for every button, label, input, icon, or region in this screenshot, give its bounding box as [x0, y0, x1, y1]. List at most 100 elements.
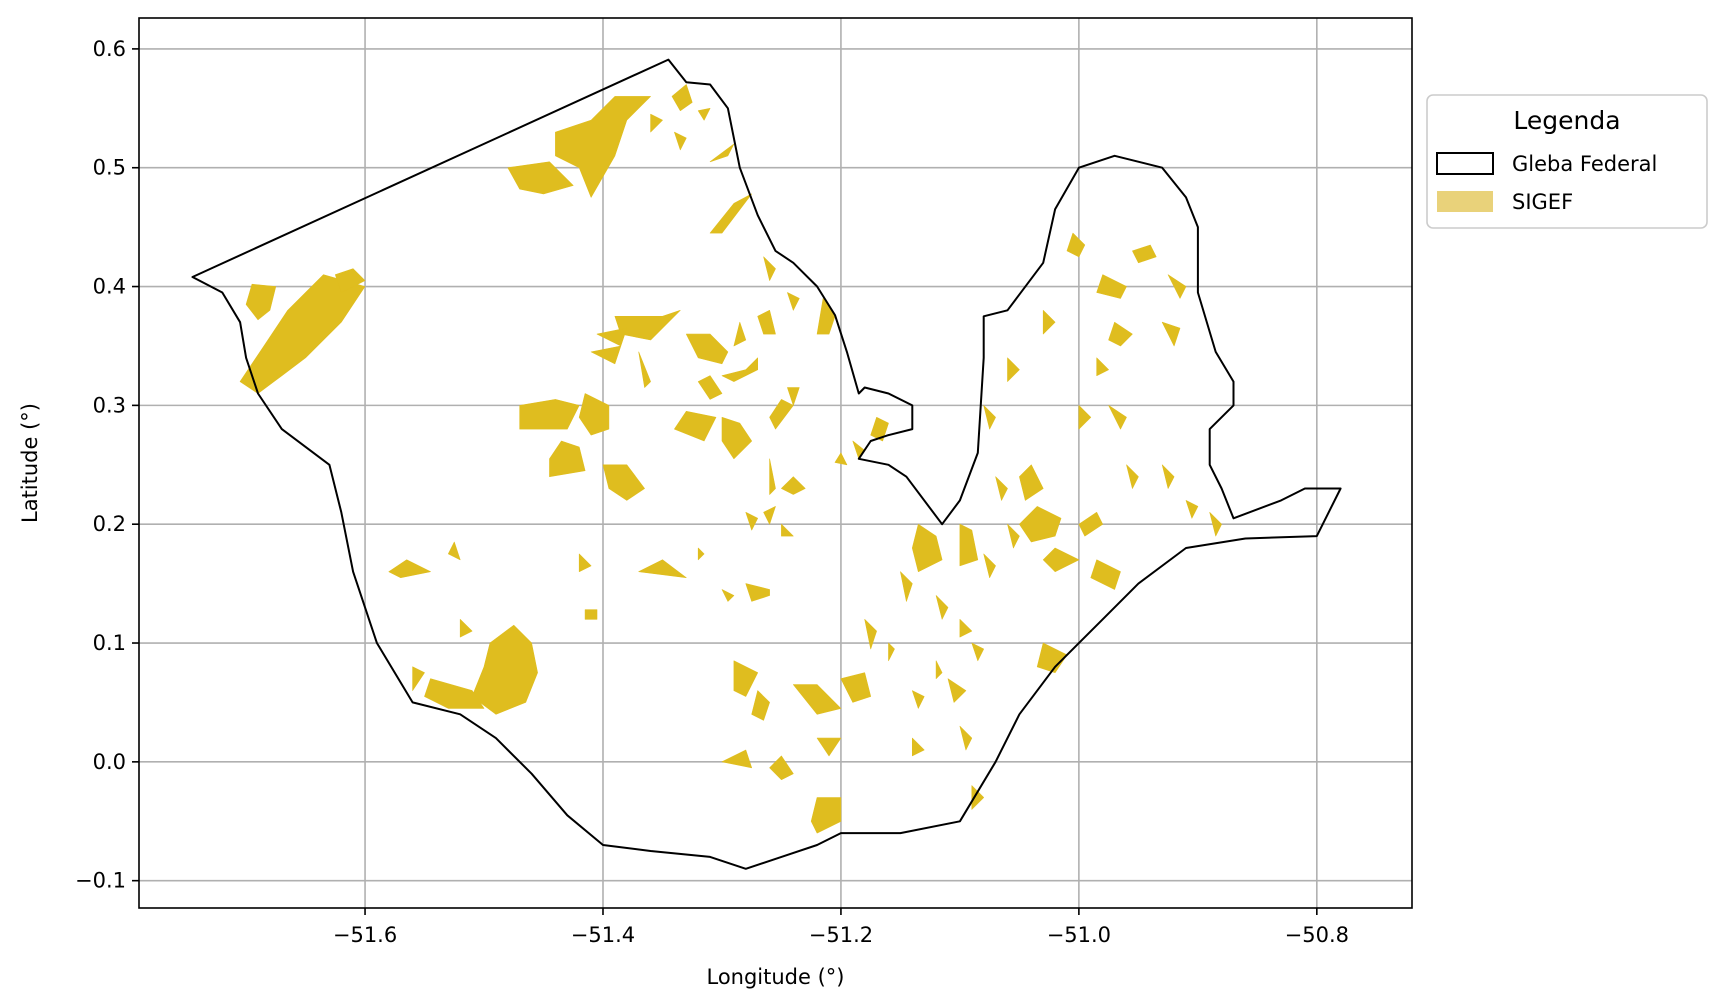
sigef-parcel-28 [757, 309, 776, 335]
x-tick-label-3: −51.0 [1047, 923, 1111, 947]
sigef-parcel-93 [1126, 464, 1139, 489]
sigef-parcels [239, 84, 1222, 834]
sigef-parcel-13 [816, 298, 836, 335]
sigef-parcel-3 [555, 96, 651, 198]
sigef-parcel-92 [1108, 405, 1127, 430]
sigef-parcel-10 [709, 193, 753, 234]
sigef-parcel-35 [781, 523, 794, 537]
x-tick-label-1: −51.4 [571, 923, 635, 947]
sigef-parcel-63 [900, 571, 913, 602]
sigef-parcel-49 [412, 666, 425, 691]
sigef-parcel-20 [549, 440, 586, 478]
y-tick-label-7: 0.6 [93, 37, 126, 61]
sigef-parcel-36 [870, 416, 889, 442]
sigef-parcel-43 [697, 547, 705, 561]
legend-swatch-sigef [1437, 191, 1493, 212]
sigef-parcel-59 [864, 618, 877, 650]
y-axis-ticks: −0.1 0.0 0.1 0.2 0.3 0.4 0.5 0.6 [75, 37, 139, 893]
sigef-parcel-86 [1161, 321, 1181, 347]
sigef-parcel-67 [959, 618, 973, 638]
sigef-parcel-95 [1209, 511, 1222, 537]
sigef-parcel-80 [1036, 642, 1068, 674]
sigef-parcel-82 [1096, 274, 1127, 299]
sigef-parcel-94 [1161, 464, 1175, 489]
sigef-parcel-83 [1132, 244, 1157, 264]
sigef-parcel-0 [245, 283, 277, 321]
sigef-parcel-84 [1167, 274, 1187, 299]
sigef-parcel-24 [697, 375, 723, 400]
sigef-parcel-75 [1019, 464, 1044, 501]
gleba-federal-boundary [191, 58, 1342, 870]
sigef-parcel-32 [781, 476, 806, 495]
x-axis-label: Longitude (°) [706, 965, 844, 989]
sigef-parcel-29 [733, 321, 747, 347]
legend-label-sigef: SIGEF [1512, 190, 1573, 214]
x-tick-label-4: −50.8 [1285, 923, 1349, 947]
sigef-parcel-96 [995, 476, 1008, 501]
sigef-parcel-97 [1185, 500, 1199, 519]
sigef-parcel-4 [507, 161, 574, 195]
sigef-parcel-44 [745, 583, 770, 602]
legend-title: Legenda [1513, 106, 1620, 135]
y-tick-label-1: 0.0 [93, 750, 126, 774]
sigef-parcel-52 [751, 690, 770, 721]
sigef-parcel-15 [596, 327, 628, 347]
sigef-parcel-47 [471, 624, 538, 715]
sigef-parcel-51 [733, 660, 759, 697]
sigef-parcel-12 [787, 292, 800, 311]
sigef-parcel-11 [763, 256, 776, 281]
sigef-parcel-62 [959, 523, 979, 567]
sigef-parcel-90 [983, 405, 996, 430]
y-tick-label-3: 0.2 [93, 512, 126, 536]
legend-frame [1426, 94, 1708, 229]
y-axis-label: Latitude (°) [18, 403, 42, 523]
sigef-parcel-60 [888, 642, 895, 662]
sigef-parcel-45 [721, 589, 735, 602]
sigef-parcel-70 [947, 678, 967, 703]
sigef-parcel-6 [697, 108, 711, 121]
sigef-parcel-53 [792, 684, 842, 715]
sigef-parcel-91 [1078, 405, 1092, 430]
sigef-parcel-17 [638, 351, 651, 388]
sigef-parcel-57 [721, 749, 753, 769]
legend-label-gleba-federal: Gleba Federal [1512, 152, 1657, 176]
sigef-parcel-22 [685, 333, 729, 365]
sigef-parcel-16 [590, 345, 622, 365]
plot-frame [138, 17, 1413, 909]
sigef-parcel-72 [959, 725, 973, 751]
y-tick-label-0: −0.1 [75, 869, 126, 893]
sigef-parcel-5 [671, 84, 693, 111]
sigef-parcel-37 [852, 440, 866, 460]
sigef-parcel-56 [769, 755, 794, 781]
y-tick-label-4: 0.3 [93, 393, 126, 417]
x-axis-ticks: −51.6 −51.4 −51.2 −51.0 −50.8 [333, 908, 1349, 947]
sigef-parcel-23 [721, 357, 759, 382]
sigef-parcel-8 [674, 131, 687, 151]
sigef-parcel-21 [602, 464, 645, 501]
sigef-parcel-65 [983, 553, 996, 579]
x-tick-label-0: −51.6 [333, 923, 397, 947]
sigef-parcel-48 [424, 678, 485, 709]
sigef-parcel-2 [334, 268, 366, 293]
sigef-parcel-40 [447, 541, 461, 561]
sigef-parcel-76 [1019, 506, 1062, 543]
sigef-parcel-46 [584, 609, 598, 620]
x-tick-label-2: −51.2 [809, 923, 873, 947]
sigef-parcel-54 [840, 672, 872, 703]
sigef-parcel-73 [911, 737, 925, 757]
sigef-parcel-77 [1078, 511, 1103, 537]
sigef-parcel-41 [578, 553, 592, 573]
sigef-parcel-78 [1042, 547, 1080, 573]
sigef-parcel-14 [614, 309, 681, 341]
y-tick-label-5: 0.4 [93, 275, 126, 299]
legend-swatch-gleba-federal [1436, 152, 1494, 175]
sigef-parcel-18 [519, 399, 580, 430]
sigef-parcel-64 [935, 595, 949, 620]
sigef-parcel-55 [816, 737, 842, 757]
sigef-parcel-19 [578, 393, 610, 436]
legend: Legenda Gleba Federal SIGEF [1426, 94, 1708, 229]
sigef-parcel-50 [459, 618, 473, 638]
sigef-parcel-30 [787, 387, 800, 406]
sigef-parcel-66 [1007, 523, 1020, 549]
